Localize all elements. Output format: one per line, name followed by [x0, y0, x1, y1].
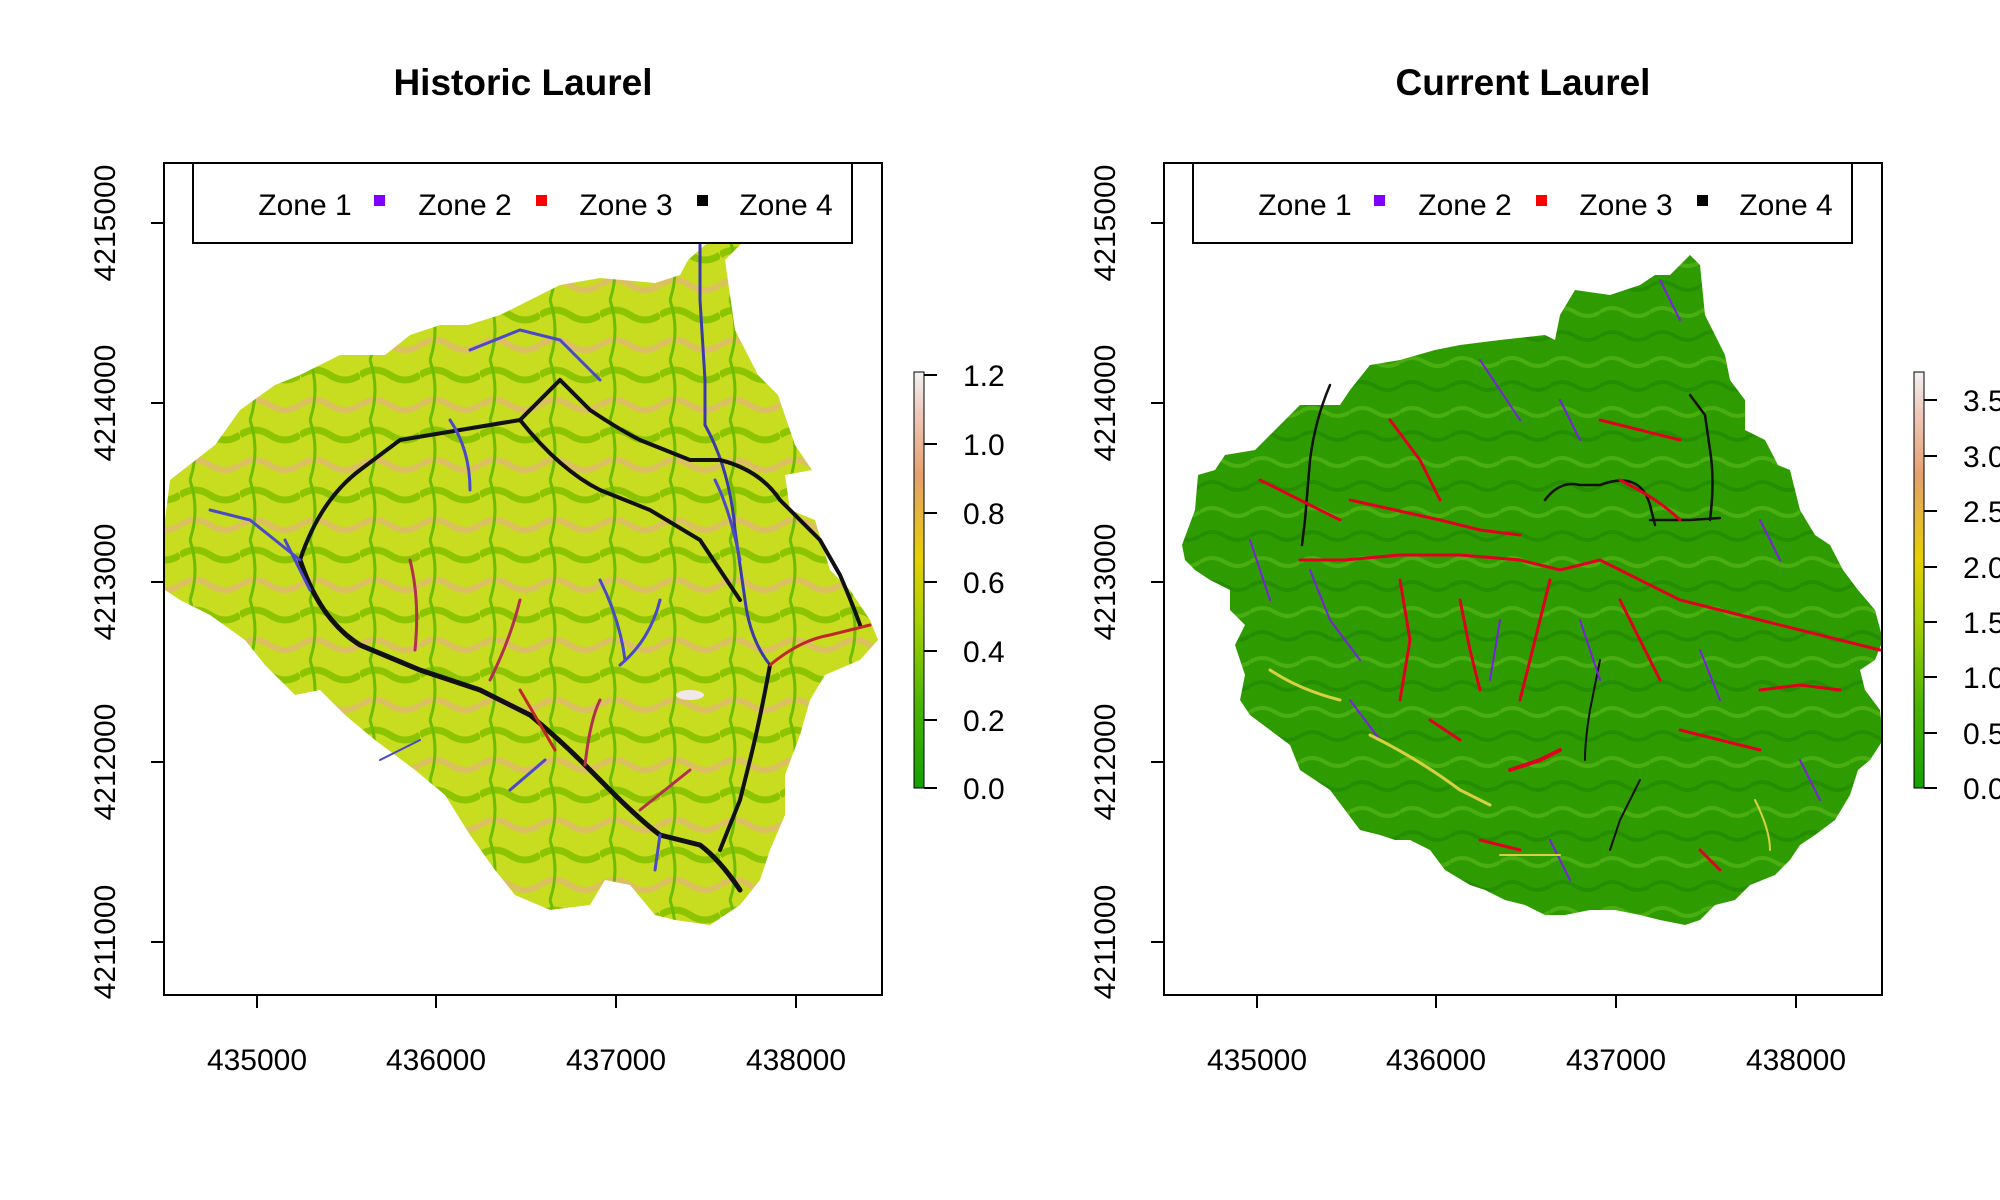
colorbar-tick-label: 0.6 — [963, 567, 1005, 600]
stream-network — [1249, 279, 1882, 881]
colorbar-ramp — [1913, 371, 1925, 789]
colorbar-tick-label: 0.2 — [963, 705, 1005, 738]
colorbar-tick-label: 0.0 — [963, 773, 1005, 806]
x-axis — [1256, 995, 1797, 1008]
watershed-raster — [1182, 255, 1883, 925]
y-tick-label: 4214000 — [1089, 345, 1122, 462]
y-tick-label: 4211000 — [89, 885, 122, 1000]
y-tick-label: 4215000 — [89, 165, 122, 282]
map-raster — [1182, 255, 1883, 925]
y-tick-label: 4212000 — [89, 704, 122, 821]
colorbar-tick-label: 0.8 — [963, 498, 1005, 531]
colorbar-tick-label: 1.5 — [1963, 607, 2000, 640]
x-tick-label: 438000 — [746, 1044, 846, 1077]
colorbar-tick-label: 0.4 — [963, 636, 1005, 669]
legend-zone-3: Zone 3 — [1579, 189, 1672, 222]
panel-historic: Historic Laurel — [89, 62, 1005, 1077]
legend-box — [192, 162, 853, 244]
colorbar-tick-label: 0.5 — [1963, 718, 2000, 751]
colorbar-tick-label: 3.5 — [1963, 385, 2000, 418]
legend: Zone 1 Zone 2 Zone 3 Zone 4 — [192, 162, 853, 244]
colorbar-tick-label: 1.0 — [963, 429, 1005, 462]
x-tick-label: 435000 — [1207, 1044, 1307, 1077]
colorbar-tick-label: 0.0 — [1963, 773, 2000, 806]
colorbar: 0.0 0.5 1.0 1.5 2.0 2.5 3.0 3.5 — [1913, 371, 2000, 806]
legend-box — [1192, 162, 1853, 244]
y-tick-label: 4211000 — [1089, 885, 1122, 1000]
legend-swatch-zone-4 — [1697, 195, 1708, 206]
legend-swatch-zone-4 — [697, 195, 708, 206]
high-value-spot — [676, 690, 704, 700]
stream-network — [208, 243, 872, 893]
y-tick-label: 4215000 — [1089, 165, 1122, 282]
legend-swatch-zone-3 — [536, 195, 547, 206]
y-axis — [1151, 222, 1164, 943]
colorbar-tick-label: 1.2 — [963, 360, 1005, 393]
colorbar-tick-label: 3.0 — [1963, 441, 2000, 474]
legend-zone-2: Zone 2 — [1418, 189, 1511, 222]
legend-zone-1: Zone 1 — [258, 189, 351, 222]
legend-zone-4: Zone 4 — [739, 189, 832, 222]
colorbar-tick-label: 1.0 — [1963, 662, 2000, 695]
y-tick-label: 4213000 — [1089, 524, 1122, 641]
colorbar-tick-label: 2.5 — [1963, 496, 2000, 529]
legend: Zone 1 Zone 2 Zone 3 Zone 4 — [1192, 162, 1853, 244]
x-axis — [256, 995, 797, 1008]
x-tick-label: 436000 — [386, 1044, 486, 1077]
colorbar-tick-label: 2.0 — [1963, 552, 2000, 585]
y-tick-label: 4214000 — [89, 345, 122, 462]
legend-zone-3: Zone 3 — [579, 189, 672, 222]
panel-title: Current Laurel — [1396, 62, 1651, 103]
legend-swatch-zone-2 — [374, 195, 385, 206]
map-raster — [165, 230, 878, 925]
panel-title: Historic Laurel — [393, 62, 652, 103]
y-tick-label: 4213000 — [89, 524, 122, 641]
x-tick-label: 436000 — [1386, 1044, 1486, 1077]
legend-swatch-zone-2 — [1374, 195, 1385, 206]
legend-zone-2: Zone 2 — [418, 189, 511, 222]
x-tick-label: 438000 — [1746, 1044, 1846, 1077]
legend-zone-1: Zone 1 — [1258, 189, 1351, 222]
x-tick-label: 437000 — [566, 1044, 666, 1077]
y-axis — [151, 222, 164, 943]
legend-swatch-zone-3 — [1536, 195, 1547, 206]
x-tick-label: 437000 — [1566, 1044, 1666, 1077]
legend-zone-4: Zone 4 — [1739, 189, 1832, 222]
x-tick-label: 435000 — [207, 1044, 307, 1077]
watershed-raster — [165, 230, 878, 925]
colorbar-ramp — [913, 371, 925, 789]
y-tick-label: 4212000 — [1089, 704, 1122, 821]
colorbar: 0.0 0.2 0.4 0.6 0.8 1.0 1.2 — [913, 360, 1005, 806]
panel-current: Current Laurel — [1089, 62, 2000, 1077]
